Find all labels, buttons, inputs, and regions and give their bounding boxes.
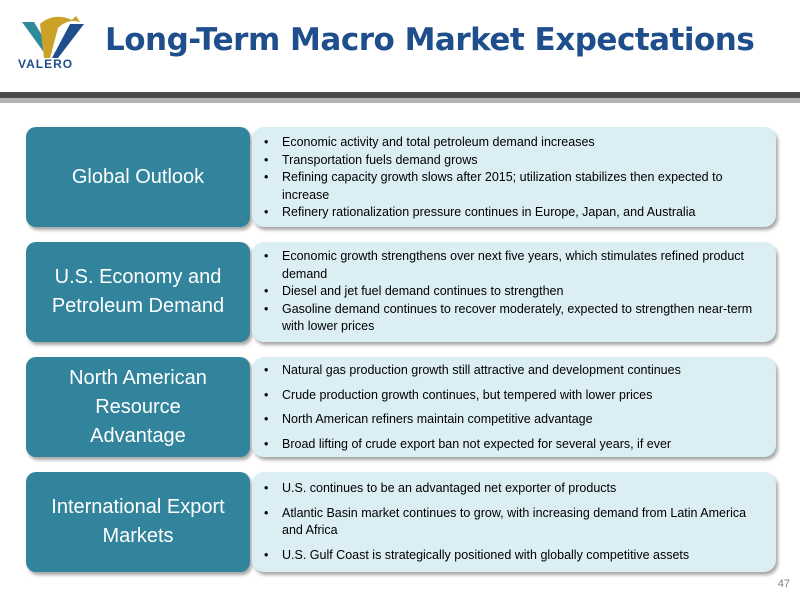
bullet-item: Refining capacity growth slows after 201… [260,169,766,204]
bullet-item: Crude production growth continues, but t… [260,387,766,405]
logo-v-blue-right [52,24,84,58]
bullet-list: U.S. continues to be an advantaged net e… [260,480,766,564]
section-label: North American Resource Advantage [69,366,207,447]
valero-logo [22,16,84,58]
bullet-item: Economic growth strengthens over next fi… [260,248,766,283]
bullet-item: Gasoline demand continues to recover mod… [260,301,766,336]
bullet-item: Atlantic Basin market continues to grow,… [260,505,766,540]
bullet-list: Economic growth strengthens over next fi… [260,248,766,336]
bullet-item: Broad lifting of crude export ban not ex… [260,436,766,454]
bullet-list: Natural gas production growth still attr… [260,362,766,453]
section-label: International Export Markets [51,496,225,547]
bullet-item: U.S. continues to be an advantaged net e… [260,480,766,498]
section-content-box: U.S. continues to be an advantaged net e… [252,472,776,572]
logo-v-gold [40,16,80,58]
section-content-box: Natural gas production growth still attr… [252,357,776,457]
section-content-box: Economic activity and total petroleum de… [252,127,776,227]
section-label-box: U.S. Economy and Petroleum Demand [26,242,250,342]
logo-wordmark: VALERO [18,57,74,71]
section-label-box: North American Resource Advantage [26,357,250,457]
bullet-list: Economic activity and total petroleum de… [260,134,766,222]
title-divider [0,92,800,98]
bullet-item: Diesel and jet fuel demand continues to … [260,283,766,301]
page-title: Long-Term Macro Market Expectations [105,22,755,58]
bullet-item: U.S. Gulf Coast is strategically positio… [260,547,766,565]
title-divider-shadow [0,98,800,103]
section-label: U.S. Economy and Petroleum Demand [51,266,225,317]
section-content-box: Economic growth strengthens over next fi… [252,242,776,342]
page-number: 47 [777,578,790,590]
section-label: Global Outlook [71,165,205,188]
bullet-item: North American refiners maintain competi… [260,411,766,429]
bullet-item: Economic activity and total petroleum de… [260,134,766,152]
bullet-item: Transportation fuels demand grows [260,152,766,170]
bullet-item: Refinery rationalization pressure contin… [260,204,766,222]
bullet-item: Natural gas production growth still attr… [260,362,766,380]
section-label-box: Global Outlook [26,127,250,227]
section-label-box: International Export Markets [26,472,250,572]
